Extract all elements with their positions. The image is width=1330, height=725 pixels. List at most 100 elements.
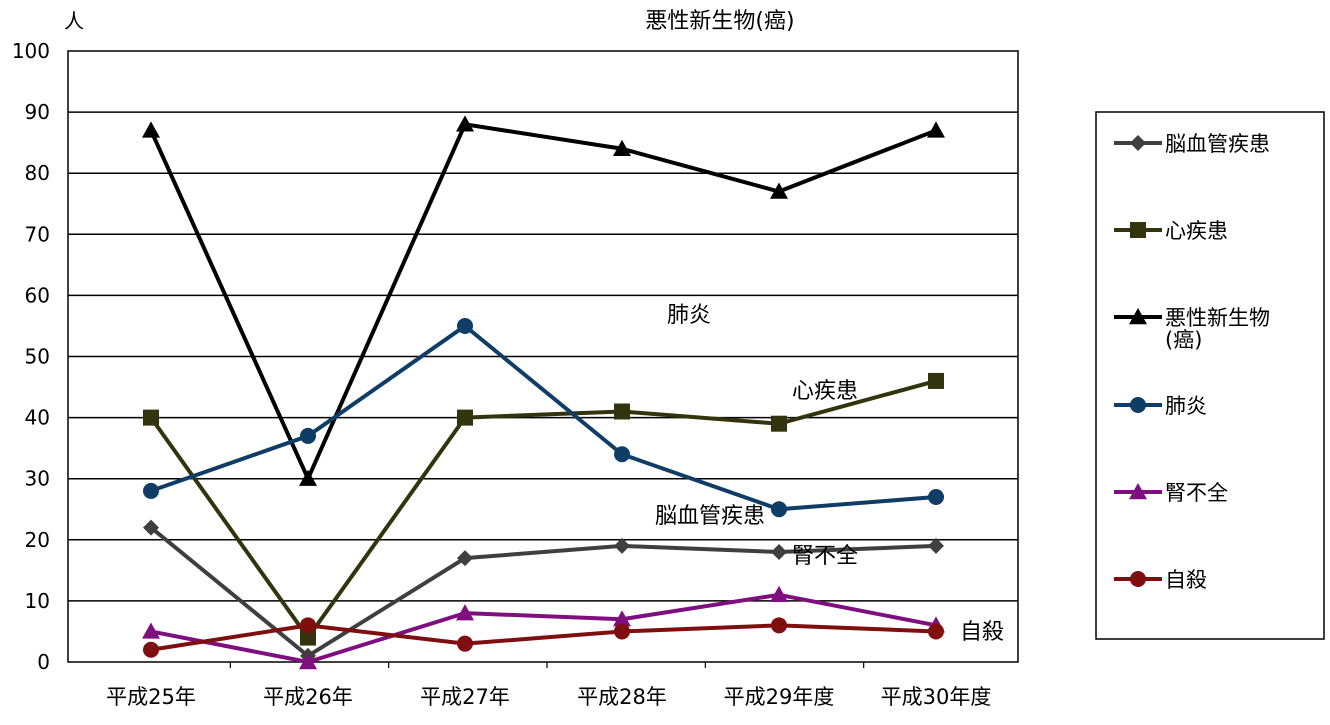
series-line	[149, 122, 937, 481]
x-axis-ticks: 平成25年 平成26年 平成27年 平成28年 平成29年度 平成30年度	[106, 662, 991, 709]
series-悪性新生物(癌)	[142, 115, 945, 486]
data-point	[614, 446, 630, 463]
data-point	[299, 469, 317, 486]
data-point	[457, 317, 473, 334]
data-point	[456, 604, 474, 621]
data-point	[613, 139, 631, 156]
legend-label: 肺炎	[1165, 394, 1207, 418]
y-tick-label: 10	[25, 589, 50, 613]
data-point	[142, 622, 160, 639]
y-tick-label: 60	[25, 283, 50, 307]
x-tick-label: 平成30年度	[881, 685, 992, 709]
data-point	[300, 427, 316, 444]
legend-label: (癌)	[1165, 328, 1202, 352]
x-tick-label: 平成28年	[577, 685, 667, 709]
data-point	[457, 635, 473, 652]
annotation-label: 悪性新生物(癌)	[645, 9, 794, 34]
data-point	[143, 409, 159, 426]
data-point	[928, 623, 944, 640]
legend-label: 自殺	[1165, 568, 1207, 592]
data-point	[143, 519, 159, 536]
legend-box	[1095, 111, 1325, 640]
annotation-label: 肺炎	[667, 303, 711, 328]
legend-entry: 心疾患	[1114, 219, 1228, 243]
legend-marker	[1129, 308, 1147, 325]
y-tick-label: 100	[12, 39, 50, 63]
y-tick-label: 30	[25, 467, 50, 491]
y-tick-label: 50	[25, 345, 50, 369]
data-point	[143, 641, 159, 658]
series-心疾患	[143, 372, 944, 646]
annotation-label: 腎不全	[792, 544, 858, 569]
legend-entry: 肺炎	[1114, 394, 1207, 418]
plot-area-border	[67, 50, 1019, 663]
data-point	[928, 537, 944, 554]
data-point	[299, 653, 317, 670]
y-tick-label: 40	[25, 406, 50, 430]
y-tick-label: 90	[25, 100, 50, 124]
series-line	[149, 379, 937, 640]
series-line	[150, 323, 937, 512]
data-point	[928, 372, 944, 389]
legend-marker	[1130, 571, 1146, 587]
legend-marker	[1130, 135, 1146, 151]
series-脳血管疾患	[143, 519, 944, 664]
legend-entry: 脳血管疾患	[1114, 132, 1270, 156]
data-point	[614, 403, 630, 420]
y-axis-ticks: 0 10 20 30 40 50 60 70 80 90 100	[12, 39, 50, 674]
legend-marker	[1129, 483, 1147, 500]
series-line	[150, 592, 937, 664]
y-axis-unit-label: 人	[64, 9, 84, 33]
series-自殺	[143, 617, 944, 658]
x-tick-label: 平成29年度	[724, 685, 835, 709]
legend-entry: 悪性新生物(癌)	[1114, 306, 1270, 352]
x-tick-label: 平成25年	[106, 685, 196, 709]
data-point	[614, 623, 630, 640]
data-point	[928, 489, 944, 506]
x-tick-label: 平成27年	[420, 685, 510, 709]
data-point	[456, 115, 474, 132]
x-tick-label: 平成26年	[263, 685, 353, 709]
legend-entry: 腎不全	[1114, 481, 1228, 505]
y-tick-label: 70	[25, 222, 50, 246]
legend-entry: 自殺	[1114, 568, 1207, 592]
data-point	[300, 629, 316, 646]
annotation-label: 自殺	[960, 620, 1004, 645]
data-point	[770, 585, 788, 602]
series-腎不全	[142, 585, 945, 670]
gridlines	[68, 111, 1018, 602]
data-point	[614, 537, 630, 554]
series-line	[150, 623, 937, 652]
y-tick-label: 0	[37, 650, 50, 674]
series-line	[149, 526, 937, 658]
data-point	[771, 617, 787, 634]
data-point	[142, 121, 160, 138]
data-point	[771, 501, 787, 518]
data-point	[771, 544, 787, 561]
series-肺炎	[143, 317, 944, 518]
annotation-label: 脳血管疾患	[655, 504, 765, 529]
legend-marker	[1130, 397, 1146, 413]
legend-label: 腎不全	[1165, 481, 1228, 505]
data-point	[770, 182, 788, 199]
legend-label: 脳血管疾患	[1165, 132, 1270, 156]
y-tick-label: 80	[25, 161, 50, 185]
data-point	[143, 482, 159, 499]
annotation-label: 心疾患	[792, 379, 858, 404]
legend-marker	[1130, 222, 1146, 238]
data-point	[613, 610, 631, 627]
series-lines	[142, 115, 945, 670]
y-tick-label: 20	[25, 528, 50, 552]
data-point	[300, 617, 316, 634]
data-point	[771, 415, 787, 432]
data-point	[457, 550, 473, 567]
data-point	[927, 121, 945, 138]
data-point	[457, 409, 473, 426]
legend-label: 心疾患	[1165, 219, 1228, 243]
legend-label: 悪性新生物	[1165, 306, 1270, 330]
